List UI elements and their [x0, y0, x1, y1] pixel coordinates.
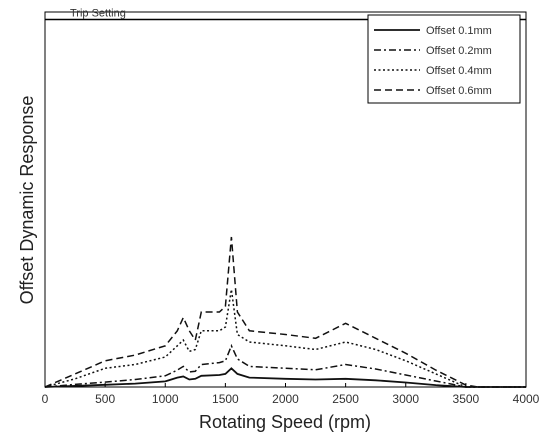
trip-setting-label: Trip Setting [70, 8, 126, 20]
x-tick-label: 3000 [392, 392, 419, 406]
x-tick-label: 1500 [212, 392, 239, 406]
x-tick-label: 2000 [272, 392, 299, 406]
legend-label-2: Offset 0.2mm [426, 45, 492, 57]
y-axis-title: Offset Dynamic Response [17, 96, 37, 305]
series-line-4 [44, 236, 526, 388]
x-tick-label: 0 [42, 392, 49, 406]
x-tick-label: 3500 [453, 392, 480, 406]
series-lines [44, 236, 526, 388]
x-axis-ticks: 0 500 1000 1500 2000 2500 3000 3500 4000 [42, 383, 540, 406]
series-line-1 [44, 367, 526, 388]
x-tick-label: 2500 [332, 392, 359, 406]
x-tick-label: 500 [95, 392, 115, 406]
legend-label-1: Offset 0.1mm [426, 25, 492, 37]
legend-label-3: Offset 0.4mm [426, 65, 492, 77]
x-tick-label: 4000 [513, 392, 540, 406]
x-axis-title: Rotating Speed (rpm) [199, 412, 371, 432]
series-line-2 [44, 343, 526, 388]
x-tick-label: 1000 [152, 392, 179, 406]
legend: Offset 0.1mm Offset 0.2mm Offset 0.4mm Offs… [367, 14, 521, 104]
legend-label-4: Offset 0.6mm [426, 85, 492, 97]
